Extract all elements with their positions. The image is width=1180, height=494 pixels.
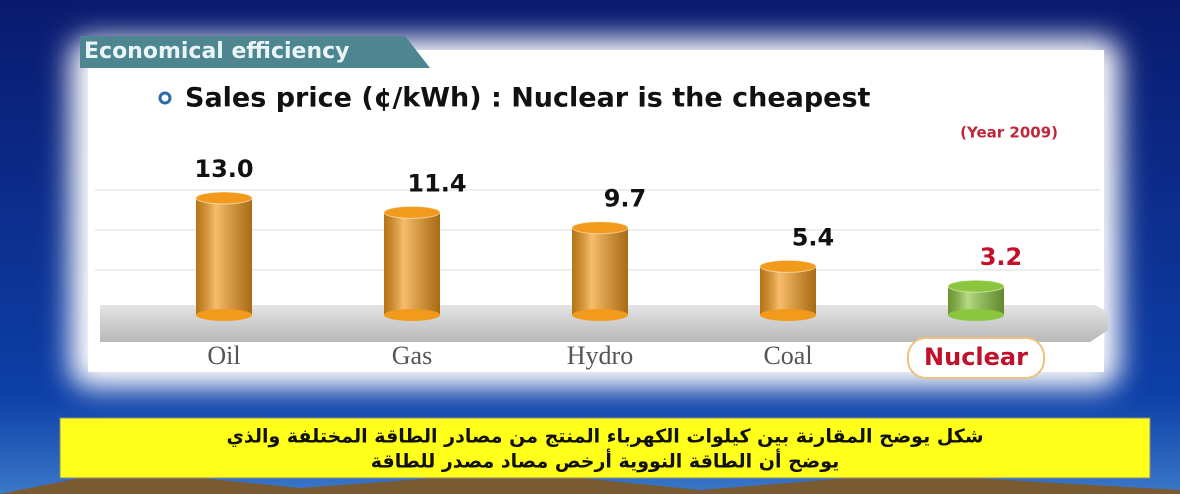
bar-base (572, 309, 628, 321)
caption-box (59, 417, 1151, 479)
chart-subtitle: (Year 2009) (960, 124, 1058, 142)
caption-line: يوضح أن الطاقة النووية أرخص مصاد مصدر لل… (371, 449, 840, 473)
x-tick-label: Coal (763, 341, 812, 370)
bullet (158, 91, 172, 105)
value-label: 11.4 (407, 169, 466, 197)
bar-shade (760, 266, 816, 315)
bar-shade (572, 227, 628, 315)
caption-line: شكل يوضح المقارنة بين كيلوات الكهرباء ال… (226, 426, 983, 449)
bar-top (947, 279, 1005, 293)
floor (100, 305, 1108, 342)
tab (80, 36, 430, 68)
x-tick-label: Oil (207, 341, 240, 370)
value-label: 3.2 (980, 243, 1023, 271)
bar-base (948, 309, 1004, 321)
tab-label: Economical efficiency (84, 39, 350, 64)
x-tick-label: Gas (392, 341, 432, 370)
x-tick-label: Hydro (567, 341, 633, 370)
bar-base (760, 309, 816, 321)
bar-base (196, 309, 252, 321)
value-label: 5.4 (792, 223, 835, 251)
bar-top (195, 191, 253, 205)
bar-shade (384, 212, 440, 315)
category-highlight (907, 337, 1045, 379)
x-tick-label: Nuclear (924, 343, 1028, 371)
bar-top (383, 205, 441, 219)
bar-top (571, 221, 629, 235)
value-label: 9.7 (604, 185, 647, 213)
value-label: 13.0 (194, 155, 253, 183)
chart-title: Sales price (¢/kWh) : Nuclear is the che… (185, 83, 871, 114)
bar-top (759, 259, 817, 273)
bar-base (384, 309, 440, 321)
bar-shade (196, 198, 252, 315)
